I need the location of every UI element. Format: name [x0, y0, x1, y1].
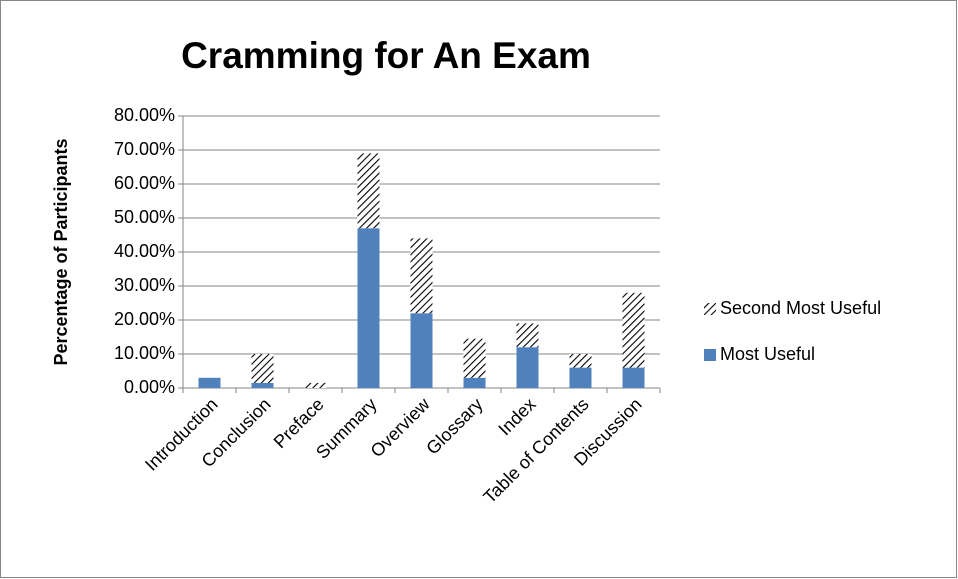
- bar-segment: [569, 354, 592, 368]
- bar-segment: [622, 292, 645, 368]
- bar-segment: [516, 347, 539, 388]
- chart-title: Cramming for An Exam: [181, 35, 591, 76]
- bar-segment: [463, 338, 486, 378]
- bar-segment: [304, 382, 327, 388]
- legend-swatch: [704, 303, 716, 315]
- y-tick-label: 40.00%: [114, 241, 175, 261]
- y-tick-label: 0.00%: [124, 377, 175, 397]
- bar-segment: [410, 238, 433, 314]
- y-tick-label: 50.00%: [114, 207, 175, 227]
- y-axis-label: Percentage of Participants: [51, 138, 71, 365]
- bar-segment: [516, 323, 539, 348]
- bar-segment: [251, 382, 274, 388]
- y-tick-label: 30.00%: [114, 275, 175, 295]
- legend-swatch: [704, 349, 716, 361]
- bar-segment: [357, 153, 380, 229]
- y-tick-label: 80.00%: [114, 105, 175, 125]
- bar-segment: [622, 367, 645, 388]
- legend-label: Second Most Useful: [720, 298, 881, 318]
- y-tick-label: 20.00%: [114, 309, 175, 329]
- bar-segment: [251, 354, 274, 383]
- bar-segment: [357, 228, 380, 388]
- bar-segment: [198, 377, 221, 388]
- bar-segment: [410, 313, 433, 388]
- y-tick-label: 60.00%: [114, 173, 175, 193]
- y-tick-label: 10.00%: [114, 343, 175, 363]
- y-tick-label: 70.00%: [114, 139, 175, 159]
- bar-segment: [463, 377, 486, 388]
- bar-segment: [569, 367, 592, 388]
- legend-label: Most Useful: [720, 344, 815, 364]
